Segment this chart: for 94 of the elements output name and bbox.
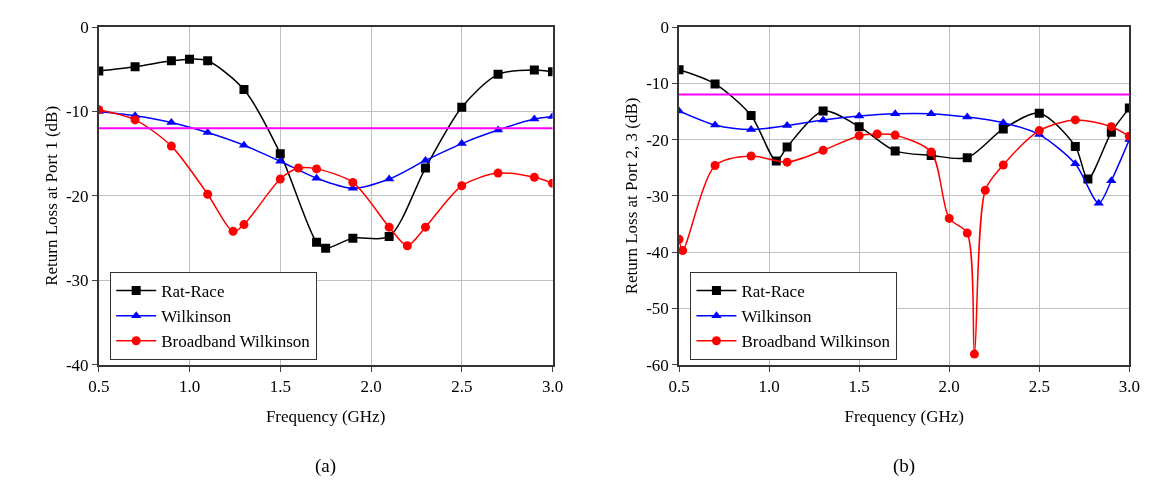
point (782, 142, 792, 152)
point (275, 156, 286, 164)
point (818, 106, 828, 116)
point (166, 117, 177, 125)
point (1070, 115, 1080, 125)
point (818, 145, 828, 155)
y-tick-label: -10 (65, 102, 89, 122)
point (962, 228, 972, 238)
x-axis-title: Frequency (GHz) (844, 406, 964, 426)
legend-label: Wilkinson (741, 307, 813, 327)
point (782, 157, 792, 167)
point (1034, 108, 1044, 118)
y-tick-label: -30 (646, 186, 669, 206)
y-tick-label: -40 (646, 243, 669, 263)
x-tick-label: 2.5 (451, 376, 473, 396)
point (228, 226, 238, 236)
point (130, 115, 140, 125)
legend-label: Wilkinson (161, 307, 232, 327)
x-tick-label: 2.0 (938, 376, 960, 396)
point (872, 129, 882, 139)
point (710, 79, 720, 89)
point (275, 149, 285, 159)
point (962, 153, 972, 163)
y-tick-label: -40 (65, 355, 89, 375)
point (384, 231, 394, 241)
point (384, 222, 394, 232)
point (166, 141, 176, 151)
point (130, 62, 140, 72)
y-tick-label: -20 (65, 186, 89, 206)
point (854, 122, 864, 132)
point (275, 174, 285, 184)
point (203, 56, 213, 66)
point (1070, 159, 1081, 167)
point (1034, 126, 1044, 136)
point (348, 177, 358, 187)
y-axis-title: Return Loss at Port 2, 3 (dB) (622, 97, 642, 295)
point (185, 54, 195, 64)
point (944, 213, 954, 223)
point (529, 65, 539, 75)
legend-label: Broadband Wilkinson (741, 332, 891, 352)
y-tick-label: -30 (65, 271, 89, 291)
point (493, 168, 503, 178)
point (1070, 141, 1080, 151)
point (679, 246, 688, 256)
x-tick-label: 3.0 (1118, 376, 1140, 396)
y-tick-label: -60 (646, 355, 669, 375)
point (493, 69, 503, 79)
point (457, 181, 467, 191)
point (321, 243, 331, 253)
x-tick-label: 2.0 (360, 376, 382, 396)
y-tick-label: 0 (660, 18, 669, 37)
point (239, 220, 249, 230)
point (420, 222, 430, 232)
y-tick-label: -20 (646, 130, 669, 150)
point (890, 130, 900, 140)
point (203, 189, 213, 199)
point (457, 102, 467, 112)
x-tick-label: 1.5 (269, 376, 291, 396)
point (854, 131, 864, 141)
point (402, 241, 412, 251)
point (348, 233, 358, 243)
x-tick-label: 3.0 (541, 376, 564, 396)
y-tick-label: 0 (80, 18, 89, 37)
point (239, 85, 249, 95)
legend-label: Rat-Race (741, 282, 805, 302)
point (746, 110, 756, 120)
point (166, 56, 176, 66)
point (293, 163, 303, 173)
point (998, 160, 1008, 170)
x-tick-label: 1.0 (178, 376, 201, 396)
point (969, 349, 979, 359)
text: (a) (315, 455, 337, 477)
x-tick-label: 1.5 (848, 376, 870, 396)
point (312, 164, 322, 174)
point (980, 185, 990, 195)
legend-label: Broadband Wilkinson (161, 332, 311, 352)
y-tick-label: -10 (646, 74, 669, 94)
point (420, 163, 430, 173)
point (890, 146, 900, 156)
y-tick-label: -50 (646, 299, 669, 319)
x-tick-label: 2.5 (1028, 376, 1050, 396)
text: (b) (893, 455, 916, 477)
point (312, 237, 322, 247)
point (1106, 122, 1116, 132)
x-tick-label: 1.0 (758, 376, 780, 396)
x-axis-title: Frequency (GHz) (265, 406, 386, 426)
point (746, 151, 756, 161)
legend-label: Rat-Race (161, 282, 225, 302)
point (710, 161, 720, 171)
x-tick-label: 0.5 (88, 376, 110, 396)
y-axis-title: Return Loss at Port 1 (dB) (42, 105, 62, 286)
point (529, 172, 539, 182)
point (420, 155, 431, 163)
x-tick-label: 0.5 (668, 376, 690, 396)
